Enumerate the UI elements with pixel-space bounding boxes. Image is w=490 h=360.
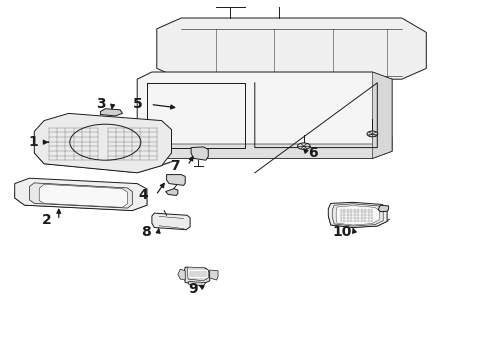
Polygon shape xyxy=(191,147,208,160)
Polygon shape xyxy=(34,113,172,173)
Polygon shape xyxy=(167,175,185,185)
Polygon shape xyxy=(100,109,122,116)
Text: 6: 6 xyxy=(308,146,318,160)
Polygon shape xyxy=(29,183,132,208)
Polygon shape xyxy=(187,267,208,281)
Text: 4: 4 xyxy=(139,188,148,202)
Text: 1: 1 xyxy=(28,135,38,149)
Polygon shape xyxy=(332,204,383,226)
Polygon shape xyxy=(137,137,392,158)
Polygon shape xyxy=(166,189,178,195)
Text: 7: 7 xyxy=(171,159,180,172)
Polygon shape xyxy=(15,193,147,211)
Text: 8: 8 xyxy=(141,225,151,239)
Polygon shape xyxy=(378,205,389,212)
Polygon shape xyxy=(137,72,392,158)
Ellipse shape xyxy=(297,143,310,149)
Polygon shape xyxy=(157,18,426,79)
Polygon shape xyxy=(178,269,185,280)
Polygon shape xyxy=(15,178,147,211)
Text: 5: 5 xyxy=(133,98,143,111)
Text: 9: 9 xyxy=(189,282,198,296)
Polygon shape xyxy=(189,282,206,286)
Polygon shape xyxy=(34,149,176,173)
Polygon shape xyxy=(152,213,190,230)
Text: 2: 2 xyxy=(42,213,51,227)
Ellipse shape xyxy=(367,131,378,137)
Polygon shape xyxy=(328,202,387,228)
Polygon shape xyxy=(39,184,127,207)
Text: 3: 3 xyxy=(96,98,105,111)
Polygon shape xyxy=(336,206,379,225)
Text: 10: 10 xyxy=(332,225,352,239)
Polygon shape xyxy=(328,213,390,228)
Polygon shape xyxy=(184,267,210,284)
Polygon shape xyxy=(210,270,218,280)
Polygon shape xyxy=(372,72,392,158)
